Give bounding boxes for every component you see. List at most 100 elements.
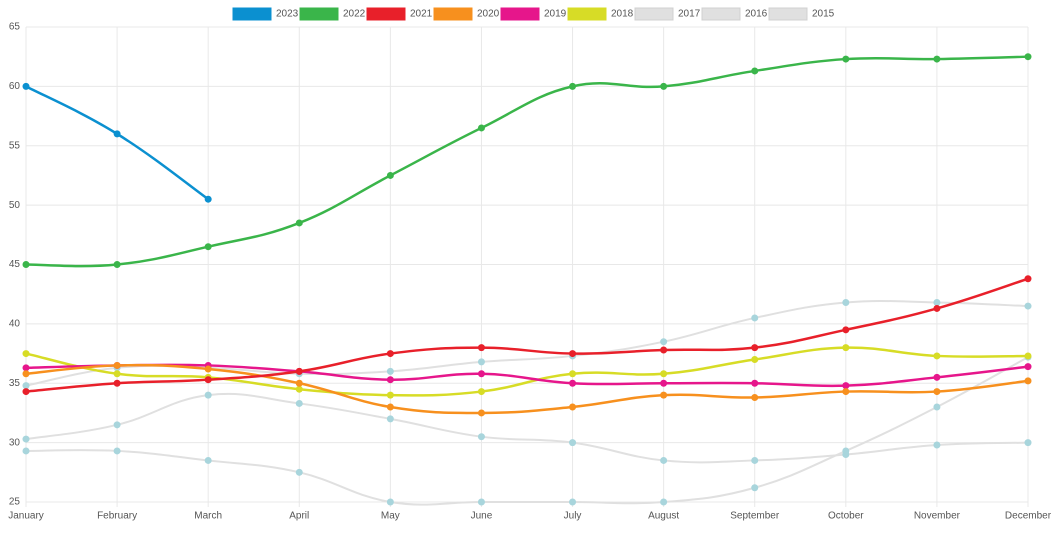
data-point [204, 365, 212, 373]
legend-swatch[interactable] [500, 7, 540, 21]
data-point [22, 388, 30, 396]
x-tick-label: October [828, 511, 864, 522]
data-point [660, 370, 668, 378]
data-point [842, 451, 850, 458]
data-point [22, 364, 30, 372]
series-line [25, 346, 1029, 397]
data-point [477, 358, 485, 366]
data-point [751, 344, 759, 352]
y-tick-label: 40 [9, 319, 21, 330]
data-point [933, 403, 941, 411]
data-point [477, 124, 485, 132]
y-tick-label: 55 [9, 140, 21, 151]
data-point [386, 403, 394, 411]
data-point [933, 304, 941, 312]
data-point [751, 356, 759, 363]
data-point [477, 409, 485, 417]
data-point [751, 484, 759, 492]
data-point [204, 456, 212, 464]
data-point [933, 441, 941, 449]
data-point [1024, 377, 1032, 385]
series-line [25, 356, 1029, 506]
legend-label[interactable]: 2015 [812, 9, 835, 20]
legend-swatch[interactable] [299, 7, 339, 21]
data-point [569, 82, 577, 90]
data-point [660, 456, 668, 464]
x-tick-label: May [381, 511, 400, 522]
data-point [204, 391, 212, 399]
x-tick-label: January [8, 511, 44, 522]
data-point [1024, 53, 1032, 61]
data-point [386, 367, 394, 375]
data-point [386, 376, 394, 384]
y-tick-label: 30 [9, 437, 21, 448]
data-point [113, 261, 121, 268]
data-point [386, 391, 394, 399]
x-tick-label: March [194, 511, 222, 522]
data-point [22, 447, 30, 455]
data-point [477, 433, 485, 441]
legend-label[interactable]: 2016 [745, 9, 768, 20]
data-point [204, 195, 212, 203]
x-tick-label: February [97, 511, 137, 522]
data-point [842, 382, 850, 390]
data-point [22, 382, 30, 390]
x-tick-label: November [914, 511, 961, 522]
x-tick-label: December [1005, 511, 1052, 522]
data-point [660, 498, 668, 506]
data-point [295, 367, 303, 375]
y-tick-label: 25 [9, 497, 21, 508]
legend-label[interactable]: 2023 [276, 9, 299, 20]
legend-swatch[interactable] [768, 7, 808, 21]
data-point [386, 171, 394, 179]
data-point [842, 344, 850, 352]
data-point [933, 388, 941, 396]
data-point [751, 379, 759, 387]
legend-swatch[interactable] [567, 7, 607, 21]
legend-swatch[interactable] [701, 7, 741, 21]
series-line [25, 363, 1029, 415]
data-point [22, 350, 30, 358]
legend-swatch[interactable] [634, 7, 674, 21]
data-point [842, 55, 850, 63]
data-point [751, 394, 759, 401]
data-point [477, 498, 485, 506]
data-point [22, 435, 30, 443]
data-point [113, 370, 121, 378]
data-point [113, 421, 121, 429]
y-tick-label: 65 [9, 22, 21, 33]
data-point [569, 403, 577, 411]
data-point [933, 55, 941, 63]
data-point [660, 346, 668, 354]
data-point [295, 399, 303, 407]
series-line [25, 55, 1029, 268]
legend-swatch[interactable] [232, 7, 272, 21]
data-point [113, 379, 121, 387]
x-tick-label: August [648, 511, 679, 522]
data-point [569, 350, 577, 358]
legend-label[interactable]: 2017 [678, 9, 701, 20]
data-point [113, 447, 121, 455]
data-point [386, 415, 394, 423]
data-point [295, 219, 303, 227]
data-point [660, 379, 668, 387]
data-point [933, 373, 941, 381]
legend-swatch[interactable] [433, 7, 473, 21]
legend-label[interactable]: 2019 [544, 9, 567, 20]
legend-label[interactable]: 2020 [477, 9, 500, 20]
data-point [660, 338, 668, 346]
y-tick-label: 35 [9, 378, 21, 389]
data-point [113, 361, 121, 369]
data-point [660, 82, 668, 90]
legend-label[interactable]: 2018 [611, 9, 634, 20]
legend-label[interactable]: 2022 [343, 9, 366, 20]
y-tick-label: 60 [9, 81, 21, 92]
data-point [1024, 363, 1032, 371]
data-point [933, 299, 941, 306]
legend-label[interactable]: 2021 [410, 9, 433, 20]
legend-swatch[interactable] [366, 7, 406, 21]
data-point [386, 498, 394, 506]
data-point [569, 498, 577, 506]
data-point [477, 344, 485, 352]
